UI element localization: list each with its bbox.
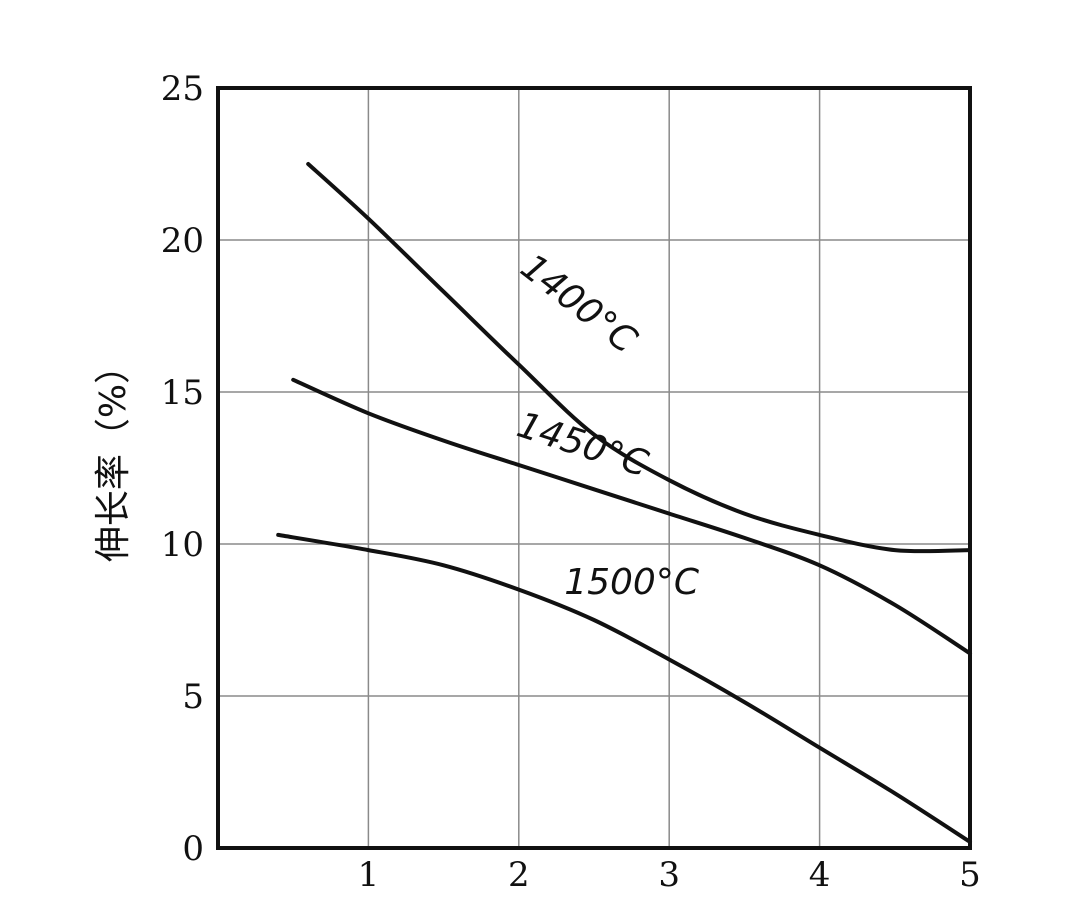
x-tick-label: 4 (809, 855, 831, 895)
y-tick-label: 25 (161, 69, 204, 109)
x-tick-label: 1 (358, 855, 380, 895)
series-label: 1450°C (512, 405, 654, 486)
series-line (291, 377, 972, 656)
series-line (276, 532, 972, 844)
x-tick-label: 5 (959, 855, 981, 895)
series-layer (276, 162, 972, 844)
x-tick-label: 2 (508, 855, 530, 895)
axis-layer: 1 2 3 4 5 0 5 10 15 20 25 (161, 69, 981, 895)
y-tick-label: 15 (161, 373, 204, 413)
y-tick-label: 20 (161, 221, 204, 261)
y-axis-label: 伸长率（%） (93, 348, 134, 562)
y-tick-label: 10 (161, 525, 204, 565)
series-label: 1400°C (513, 246, 645, 362)
series-line (306, 162, 972, 554)
y-tick-label: 0 (182, 829, 204, 869)
plot-frame (216, 86, 972, 850)
series-label: 1500°C (564, 562, 700, 603)
label-layer: 1400°C 1450°C 1500°C (512, 246, 700, 603)
y-tick-label: 5 (182, 677, 204, 717)
x-tick-label: 3 (658, 855, 680, 895)
